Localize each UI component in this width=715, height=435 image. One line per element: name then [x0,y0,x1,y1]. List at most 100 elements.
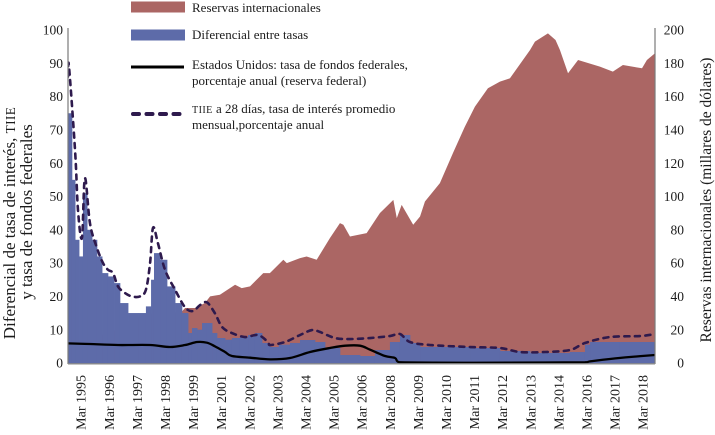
left-tick-label: 60 [50,156,64,171]
left-tick-label: 50 [50,189,64,204]
differential-bar [138,313,147,364]
left-tick-label: 100 [43,23,64,38]
differential-bar [584,344,591,364]
legend-label: TIIE a 28 días, tasa de interés promedio [192,101,395,116]
x-tick-label: Mar 2003 [271,375,286,430]
left-axis-ticks: 0 10 20 30 40 50 60 70 80 90 100 [43,23,64,371]
legend-label: Estados Unidos: tasa de fondos federales… [192,57,408,72]
x-tick-label: Mar 2005 [328,375,343,430]
left-tick-label: 80 [50,89,64,104]
differential-bar [128,313,139,364]
x-tick-label: Mar 2001 [215,375,230,430]
differential-bar [166,286,176,364]
right-tick-label: 100 [664,189,685,204]
legend-item: Reservas internacionales [131,0,321,15]
differential-bar [181,313,189,364]
left-tick-label: 20 [50,289,64,304]
tiie-line [68,61,655,354]
differential-bar [239,337,249,364]
x-tick-label: Mar 1996 [103,375,118,430]
x-tick-label: Mar 1999 [187,375,202,430]
x-tick-label: Mar 2002 [243,375,258,430]
differential-bar [569,352,586,364]
left-tick-label: 0 [56,356,63,371]
differential-bar [339,355,361,364]
right-tick-label: 120 [664,156,685,171]
reserves-series [68,33,655,363]
x-tick-label: Mar 2013 [524,375,539,430]
right-tick-label: 0 [677,356,684,371]
legend-item: Estados Unidos: tasa de fondos federales… [131,57,408,88]
differential-bar [68,113,73,364]
differential-bar [278,344,291,364]
differential-bar [399,335,411,364]
x-tick-label: Mar 2016 [581,375,596,430]
differential-bar [151,279,155,364]
legend-label: Reservas internacionales [192,0,321,15]
differential-bar [71,179,76,364]
right-tick-label: 20 [671,322,685,337]
right-tick-label: 140 [664,123,685,138]
left-tick-label: 30 [50,256,64,271]
legend-item: Diferencial entre tasas [131,27,308,42]
right-tick-label: 160 [664,89,685,104]
right-tick-label: 180 [664,56,685,71]
right-tick-label: 60 [671,256,685,271]
x-tick-label: Mar 2010 [440,375,455,430]
x-tick-label: Mar 2017 [609,375,624,430]
right-tick-label: 80 [671,222,685,237]
reserves-area [68,33,655,363]
legend-swatch [131,1,185,13]
differential-bar [410,343,421,364]
differential-bar [160,259,168,364]
tiie-series [68,61,655,354]
legend-label: porcentaje anual (reserva federal) [192,73,366,88]
differential-bar [82,193,88,364]
right-tick-label: 40 [671,289,685,304]
left-axis-title-line: y tasa de fondos federales [17,124,36,300]
differential-bar [96,256,103,364]
differential-bar [197,329,203,364]
differential-bar [87,229,93,364]
x-tick-label: Mar 1995 [75,375,90,430]
differential-bar [114,283,121,364]
legend-swatch [131,29,185,41]
differential-bar [499,351,531,364]
x-tick-label: Mar 1998 [159,375,174,430]
x-tick-label: Mar 2018 [637,375,652,430]
x-tick-label: Mar 2012 [496,375,511,430]
right-axis-title: Reservas internacionales (millares de dó… [698,58,715,343]
x-tick-label: Mar 1997 [131,375,146,430]
left-axis-title-line: Diferencial de tasa de interés, TIIE [0,107,19,339]
x-tick-label: Mar 2004 [300,375,315,430]
fed-funds-series [68,340,655,364]
x-tick-label: Mar 2008 [384,375,399,430]
x-tick-label: Mar 2009 [412,375,427,430]
legend-label: mensual,porcentaje anual [192,117,324,132]
right-axis-ticks: 0 20 40 60 80 100 120 140 160 180 200 [664,23,685,371]
legend-label: Diferencial entre tasas [192,27,308,42]
right-tick-label: 200 [664,23,685,38]
differential-bar [314,342,326,364]
x-tick-label: Mar 2014 [552,375,567,430]
differential-bar [75,239,80,364]
differential-bar [289,343,301,364]
left-tick-label: 10 [50,322,64,337]
differential-bar [360,356,376,364]
x-tick-label: Mar 2011 [468,375,483,429]
differential-bar [119,303,129,364]
x-tick-label: Mar 2006 [356,375,371,430]
differential-bar [191,328,198,364]
plot-area [68,33,655,364]
differential-bar [470,348,501,364]
x-axis-ticks: Mar 1995 Mar 1996 Mar 1997 Mar 1998 Mar 1999… [75,375,652,430]
differential-bar [175,303,183,364]
differential-bar [79,256,84,364]
differential-bar [92,239,98,364]
axes [67,28,656,365]
differential-bar [212,333,218,364]
differential-bar [262,343,271,364]
differential-bar [389,342,401,364]
